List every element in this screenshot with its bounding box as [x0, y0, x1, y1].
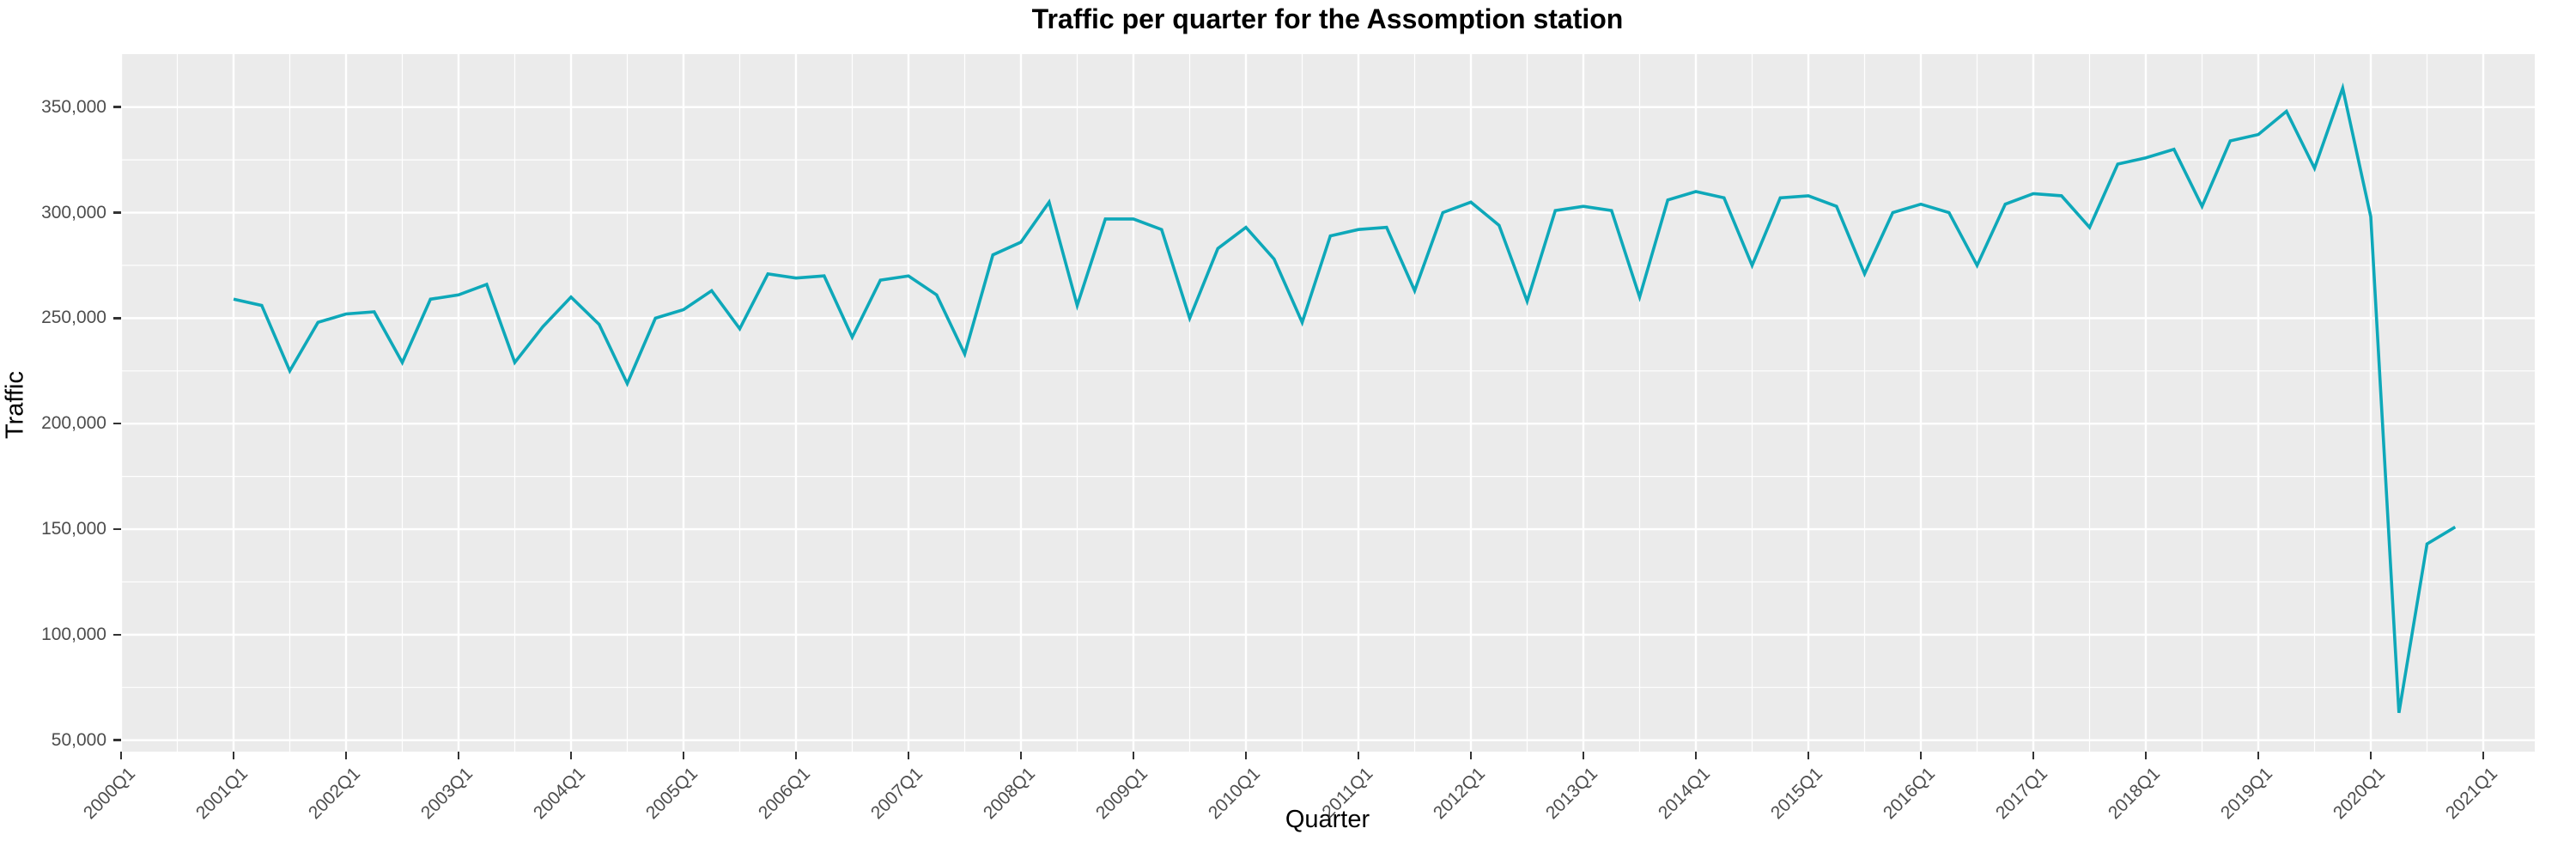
x-tick: [1694, 752, 1698, 759]
x-tick: [2144, 752, 2148, 759]
x-tick: [457, 752, 460, 759]
traffic-line: [233, 82, 2457, 714]
y-tick: [113, 317, 121, 320]
y-axis-title: Traffic: [1, 371, 29, 439]
x-tick: [1919, 752, 1923, 759]
y-tick: [113, 527, 121, 531]
x-tick: [794, 752, 798, 759]
y-tick-label: 350,000: [41, 96, 106, 117]
y-tick-label: 50,000: [51, 729, 106, 750]
x-tick: [2257, 752, 2260, 759]
x-tick: [2482, 752, 2485, 759]
x-tick: [682, 752, 685, 759]
x-tick: [2032, 752, 2035, 759]
x-tick: [1807, 752, 1810, 759]
x-tick: [1019, 752, 1023, 759]
y-tick: [113, 739, 121, 741]
y-tick-label: 200,000: [41, 413, 106, 434]
x-tick: [344, 752, 348, 759]
x-tick: [1244, 752, 1248, 759]
y-tick-label: 250,000: [41, 308, 106, 328]
x-tick: [907, 752, 910, 759]
chart-title: Traffic per quarter for the Assomption s…: [1031, 3, 1624, 34]
x-tick: [1132, 752, 1135, 759]
y-tick: [113, 422, 121, 425]
x-tick: [1469, 752, 1473, 759]
x-tick: [1582, 752, 1585, 759]
y-tick: [113, 633, 121, 637]
x-tick: [119, 752, 123, 759]
y-tick-label: 100,000: [41, 624, 106, 644]
x-tick: [2369, 752, 2372, 759]
x-tick: [569, 752, 573, 759]
y-tick-label: 150,000: [41, 519, 106, 539]
x-tick: [1357, 752, 1360, 759]
x-axis-title: Quarter: [1285, 806, 1370, 833]
x-tick: [232, 752, 235, 759]
y-tick-label: 300,000: [41, 202, 106, 222]
y-tick: [113, 106, 121, 108]
panel-background: [121, 54, 2535, 752]
y-tick: [113, 211, 121, 214]
